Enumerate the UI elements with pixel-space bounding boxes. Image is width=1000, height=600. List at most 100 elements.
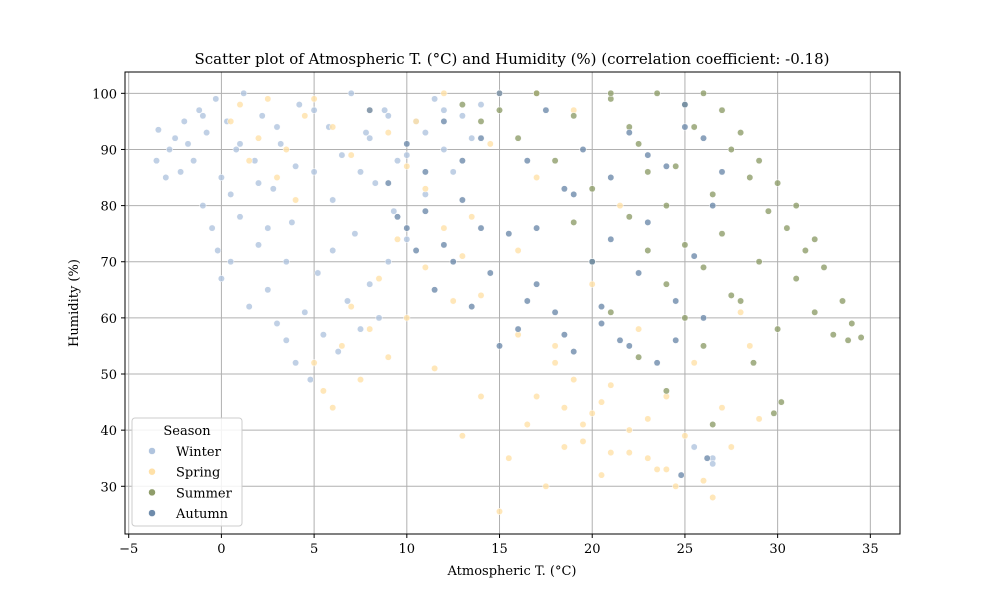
data-point xyxy=(653,89,661,97)
data-point xyxy=(523,421,531,428)
data-point xyxy=(505,230,513,238)
data-point xyxy=(662,280,670,288)
data-point xyxy=(282,258,290,266)
data-point xyxy=(607,449,615,457)
data-point xyxy=(700,134,707,142)
data-point xyxy=(264,95,272,103)
x-tick-label: 15 xyxy=(491,542,508,557)
data-point xyxy=(403,235,411,243)
y-tick-label: 80 xyxy=(100,200,117,215)
data-point xyxy=(154,126,162,134)
data-point xyxy=(677,471,685,479)
data-point xyxy=(700,263,707,271)
legend-marker xyxy=(148,488,156,497)
series-summer xyxy=(458,89,865,428)
chart-title: Scatter plot of Atmospheric T. (°C) and … xyxy=(194,50,829,68)
data-point xyxy=(607,174,615,181)
plot-frame xyxy=(124,71,901,535)
data-point xyxy=(384,258,392,266)
data-point xyxy=(412,117,420,125)
data-point xyxy=(264,286,272,294)
data-point xyxy=(255,241,262,249)
data-point xyxy=(384,129,392,137)
data-point xyxy=(329,196,337,204)
data-point xyxy=(273,320,281,327)
data-point xyxy=(672,297,680,305)
data-point xyxy=(496,106,503,114)
legend-marker xyxy=(148,447,156,455)
y-axis-label: Humidity (%) xyxy=(67,259,82,347)
data-point xyxy=(190,157,198,165)
data-point xyxy=(644,151,652,159)
data-point xyxy=(292,162,300,170)
data-point xyxy=(319,387,327,395)
data-point xyxy=(533,224,541,232)
data-point xyxy=(458,432,466,440)
data-point xyxy=(477,291,485,299)
data-point xyxy=(848,320,856,327)
data-point xyxy=(366,280,374,288)
data-point xyxy=(236,140,244,148)
data-point xyxy=(227,258,235,266)
data-point xyxy=(662,202,670,210)
data-point xyxy=(301,308,309,316)
data-point xyxy=(412,247,420,254)
data-point xyxy=(737,308,745,316)
data-point xyxy=(551,308,559,316)
data-point xyxy=(203,129,211,137)
data-point xyxy=(440,106,448,114)
data-point xyxy=(662,387,670,395)
data-point xyxy=(616,336,624,344)
data-point xyxy=(347,151,355,159)
data-point xyxy=(625,213,633,221)
data-point xyxy=(703,454,711,462)
data-point xyxy=(588,258,596,266)
data-point xyxy=(403,162,411,170)
data-point xyxy=(347,89,355,97)
data-point xyxy=(625,426,633,434)
data-point xyxy=(570,112,578,120)
data-point xyxy=(381,106,389,114)
data-point xyxy=(672,482,680,490)
data-point xyxy=(403,140,411,148)
data-point xyxy=(199,112,207,120)
data-point xyxy=(292,359,300,367)
data-point xyxy=(496,508,503,515)
data-point xyxy=(533,393,541,400)
data-point xyxy=(625,129,633,137)
data-point xyxy=(310,168,318,176)
data-point xyxy=(375,275,383,283)
data-point xyxy=(184,140,192,148)
data-point xyxy=(199,202,207,210)
x-tick-label: 5 xyxy=(310,542,318,557)
data-point xyxy=(523,297,531,305)
data-point xyxy=(542,482,550,490)
data-point xyxy=(366,325,374,333)
data-point xyxy=(449,297,457,305)
data-point xyxy=(255,179,262,187)
data-point xyxy=(273,174,281,181)
x-axis-label: Atmospheric T. (°C) xyxy=(447,564,577,579)
data-point xyxy=(334,348,342,356)
data-point xyxy=(755,258,763,266)
data-point xyxy=(709,202,717,210)
data-point xyxy=(839,297,846,305)
legend: Season Winter Spring Summer Autumn xyxy=(131,417,243,527)
data-point xyxy=(468,134,476,142)
data-point xyxy=(750,359,757,367)
data-point xyxy=(774,179,782,187)
data-point xyxy=(770,409,778,417)
data-point xyxy=(644,454,652,462)
data-point xyxy=(662,465,670,473)
data-point xyxy=(755,157,763,165)
data-point xyxy=(458,157,466,165)
data-point xyxy=(551,157,559,165)
data-point xyxy=(662,162,670,170)
y-tick-label: 90 xyxy=(100,143,117,158)
legend-marker xyxy=(148,467,156,476)
data-point xyxy=(421,185,429,193)
data-point xyxy=(329,247,337,254)
data-point xyxy=(560,331,568,339)
data-point xyxy=(245,157,253,165)
data-point xyxy=(607,308,615,316)
